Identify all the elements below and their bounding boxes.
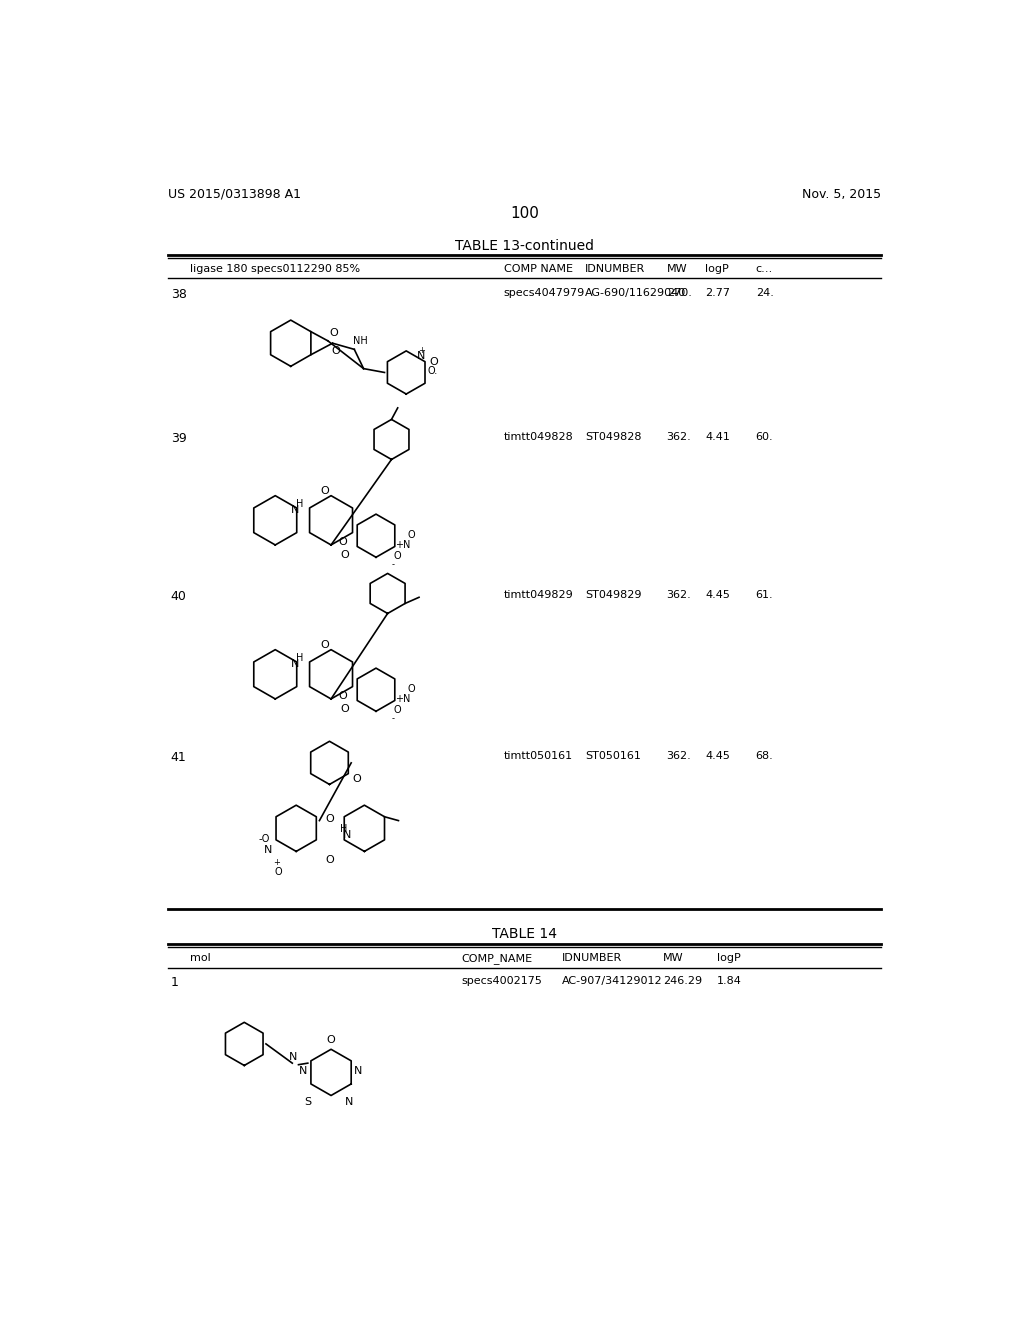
Text: 362.: 362.	[667, 751, 691, 762]
Text: -: -	[391, 560, 394, 569]
Text: N: N	[263, 845, 272, 855]
Text: logP: logP	[717, 953, 740, 964]
Text: AC-907/34129012: AC-907/34129012	[562, 977, 663, 986]
Text: timtt050161: timtt050161	[504, 751, 573, 762]
Text: +: +	[273, 858, 280, 866]
Text: c…: c…	[756, 264, 773, 273]
Text: N: N	[291, 506, 299, 515]
Text: -: -	[391, 714, 394, 723]
Text: N: N	[291, 659, 299, 669]
Text: US 2015/0313898 A1: US 2015/0313898 A1	[168, 187, 301, 201]
Text: 270.: 270.	[667, 288, 691, 298]
Text: O: O	[393, 705, 400, 715]
Text: N: N	[345, 1097, 353, 1107]
Text: 68.: 68.	[756, 751, 773, 762]
Text: IDNUMBER: IDNUMBER	[586, 264, 645, 273]
Text: S: S	[304, 1097, 311, 1107]
Text: 38: 38	[171, 288, 186, 301]
Text: O: O	[321, 640, 330, 649]
Text: +N: +N	[395, 540, 411, 549]
Text: timtt049829: timtt049829	[504, 590, 573, 599]
Text: O: O	[326, 855, 334, 865]
Text: N: N	[343, 830, 351, 840]
Text: ST050161: ST050161	[586, 751, 641, 762]
Text: O: O	[339, 537, 347, 548]
Text: O: O	[321, 486, 330, 495]
Text: H: H	[296, 653, 303, 663]
Text: O: O	[274, 867, 282, 876]
Text: O: O	[330, 327, 339, 338]
Text: MW: MW	[663, 953, 683, 964]
Text: O: O	[393, 552, 400, 561]
Text: 40: 40	[171, 590, 186, 603]
Text: 39: 39	[171, 432, 186, 445]
Text: specs4002175: specs4002175	[461, 977, 542, 986]
Text: specs4047979: specs4047979	[504, 288, 585, 298]
Text: mol: mol	[190, 953, 211, 964]
Text: +: +	[418, 346, 425, 355]
Text: O: O	[331, 346, 340, 355]
Text: N: N	[289, 1052, 298, 1063]
Text: NH: NH	[352, 337, 368, 346]
Text: COMP_NAME: COMP_NAME	[461, 953, 532, 964]
Text: IDNUMBER: IDNUMBER	[562, 953, 623, 964]
Text: N: N	[354, 1067, 362, 1076]
Text: 4.41: 4.41	[706, 432, 730, 442]
Text: N: N	[417, 351, 425, 360]
Text: O: O	[407, 529, 415, 540]
Text: O: O	[339, 692, 347, 701]
Text: ligase 180 specs0112290 85%: ligase 180 specs0112290 85%	[190, 264, 360, 273]
Text: 61.: 61.	[756, 590, 773, 599]
Text: logP: logP	[706, 264, 729, 273]
Text: O: O	[429, 358, 438, 367]
Text: 4.45: 4.45	[706, 751, 730, 762]
Text: 60.: 60.	[756, 432, 773, 442]
Text: H: H	[340, 825, 347, 834]
Text: ST049829: ST049829	[586, 590, 642, 599]
Text: O: O	[352, 775, 361, 784]
Text: 24.: 24.	[756, 288, 773, 298]
Text: 1: 1	[171, 977, 178, 989]
Text: N: N	[299, 1067, 307, 1076]
Text: O: O	[340, 704, 349, 714]
Text: +N: +N	[395, 693, 411, 704]
Text: 4.45: 4.45	[706, 590, 730, 599]
Text: O: O	[407, 684, 415, 693]
Text: 246.29: 246.29	[663, 977, 701, 986]
Text: O: O	[326, 814, 334, 825]
Text: 362.: 362.	[667, 590, 691, 599]
Text: H: H	[296, 499, 303, 508]
Text: 1.84: 1.84	[717, 977, 741, 986]
Text: O: O	[340, 549, 349, 560]
Text: AG-690/11629040: AG-690/11629040	[586, 288, 686, 298]
Text: 100: 100	[510, 206, 540, 222]
Text: Nov. 5, 2015: Nov. 5, 2015	[802, 187, 882, 201]
Text: COMP NAME: COMP NAME	[504, 264, 572, 273]
Text: timtt049828: timtt049828	[504, 432, 573, 442]
Text: O: O	[327, 1035, 336, 1044]
Text: 41: 41	[171, 751, 186, 764]
Text: -O: -O	[259, 834, 270, 845]
Text: O.: O.	[428, 367, 438, 376]
Text: TABLE 13-continued: TABLE 13-continued	[456, 239, 594, 253]
Text: TABLE 14: TABLE 14	[493, 927, 557, 941]
Text: ST049828: ST049828	[586, 432, 642, 442]
Text: MW: MW	[667, 264, 687, 273]
Text: 362.: 362.	[667, 432, 691, 442]
Text: 2.77: 2.77	[706, 288, 730, 298]
